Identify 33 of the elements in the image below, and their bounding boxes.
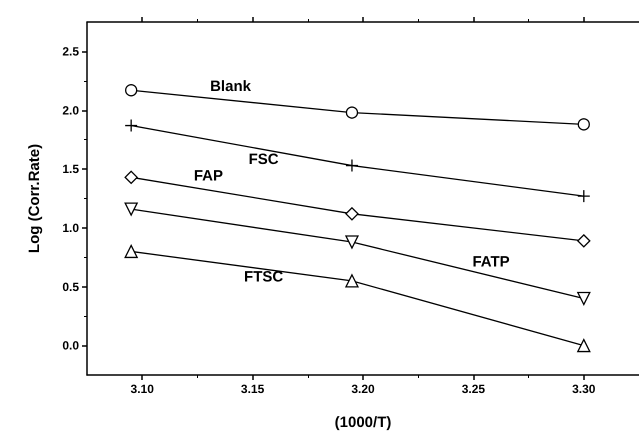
series-label: FSC xyxy=(248,151,279,168)
series-label: FATP xyxy=(472,253,510,270)
point xyxy=(345,158,359,172)
series-label: Blank xyxy=(210,78,252,95)
point xyxy=(577,338,590,352)
y-axis-title: Log (Corr.Rate) xyxy=(26,144,43,254)
x-tick-label: 3.20 xyxy=(351,382,375,396)
point xyxy=(578,118,590,131)
point xyxy=(346,106,358,119)
point xyxy=(124,244,138,258)
point xyxy=(124,202,138,216)
point xyxy=(125,84,138,96)
point xyxy=(577,189,590,203)
y-tick-label: 2.5 xyxy=(62,44,80,58)
series-label: FTSC xyxy=(244,268,284,286)
x-tick-label: 3.15 xyxy=(240,382,265,396)
series-label: FAP xyxy=(194,168,224,185)
x-tick-label: 3.30 xyxy=(572,382,596,396)
point xyxy=(124,170,138,184)
point xyxy=(345,235,359,249)
y-tick-label: 1.5 xyxy=(62,162,80,176)
point xyxy=(345,274,359,288)
point xyxy=(345,207,359,220)
y-tick-label: 1.0 xyxy=(62,220,80,235)
point xyxy=(577,292,590,306)
y-tick-label: 0.0 xyxy=(62,338,80,353)
x-tick-label: 3.10 xyxy=(130,382,154,396)
y-tick-label: 0.5 xyxy=(62,280,80,294)
x-tick-label: 3.25 xyxy=(462,382,486,396)
x-axis-title: (1000/T) xyxy=(334,414,392,431)
point xyxy=(577,234,590,248)
y-tick-label: 2.0 xyxy=(62,103,80,118)
point xyxy=(124,118,138,132)
